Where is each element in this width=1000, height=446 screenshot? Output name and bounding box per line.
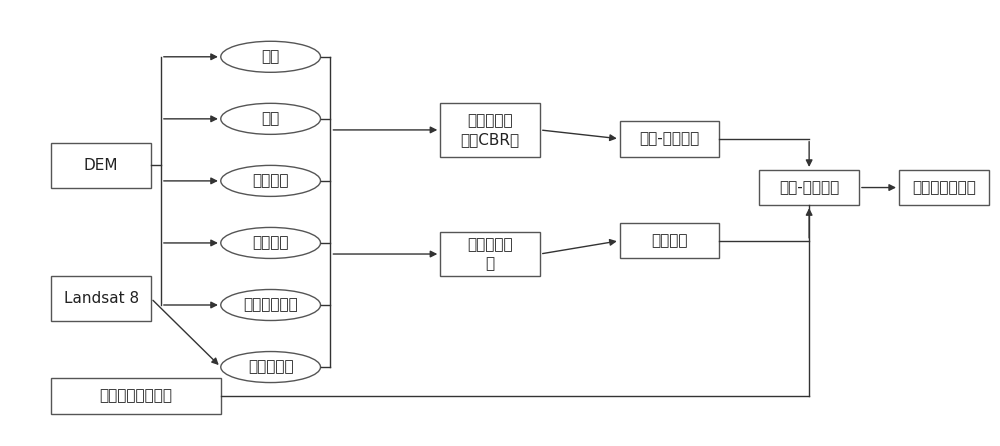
- Text: 剖面曲率: 剖面曲率: [252, 235, 289, 251]
- Text: 坡度: 坡度: [262, 112, 280, 126]
- Text: 土壤厚度实测数据: 土壤厚度实测数据: [100, 388, 173, 403]
- Text: DEM: DEM: [84, 158, 118, 173]
- Text: 土壤-景观关系: 土壤-景观关系: [639, 131, 700, 146]
- Text: 模糊推理: 模糊推理: [651, 233, 688, 248]
- Ellipse shape: [221, 41, 320, 72]
- FancyBboxPatch shape: [620, 223, 719, 259]
- FancyBboxPatch shape: [759, 170, 859, 205]
- Ellipse shape: [221, 289, 320, 321]
- Text: 人工神经网
络: 人工神经网 络: [467, 237, 513, 271]
- Ellipse shape: [221, 103, 320, 134]
- FancyBboxPatch shape: [51, 378, 221, 413]
- Text: 平面曲率: 平面曲率: [252, 173, 289, 188]
- FancyBboxPatch shape: [51, 276, 151, 321]
- Text: 高程: 高程: [262, 50, 280, 64]
- FancyBboxPatch shape: [620, 121, 719, 157]
- FancyBboxPatch shape: [440, 103, 540, 157]
- FancyBboxPatch shape: [440, 232, 540, 276]
- Text: 植被覆盖度: 植被覆盖度: [248, 359, 293, 375]
- Text: 案例推理方
法（CBR）: 案例推理方 法（CBR）: [460, 113, 520, 147]
- Text: 土壤厚度预测图: 土壤厚度预测图: [912, 180, 976, 195]
- Ellipse shape: [221, 351, 320, 383]
- FancyBboxPatch shape: [899, 170, 989, 205]
- Ellipse shape: [221, 227, 320, 259]
- Text: 地形湿度指数: 地形湿度指数: [243, 297, 298, 313]
- Ellipse shape: [221, 165, 320, 196]
- Text: Landsat 8: Landsat 8: [64, 291, 139, 306]
- FancyBboxPatch shape: [51, 143, 151, 187]
- Text: 土壤-景观模型: 土壤-景观模型: [779, 180, 839, 195]
